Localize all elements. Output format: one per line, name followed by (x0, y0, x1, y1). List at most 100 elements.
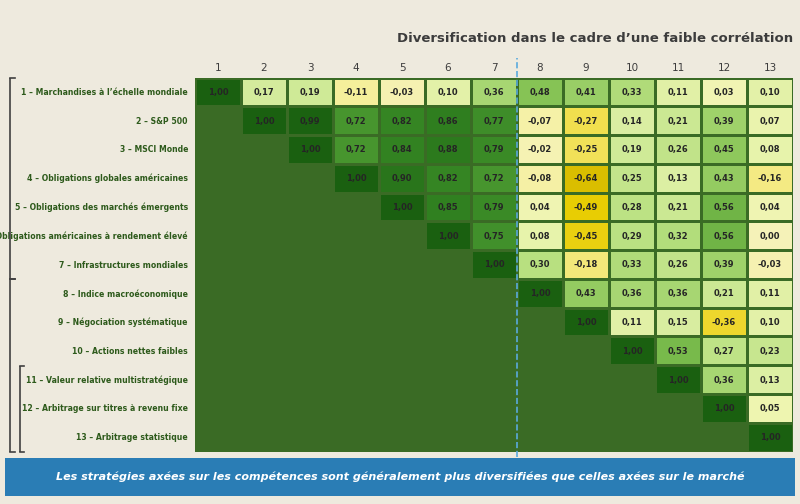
Text: 0,39: 0,39 (714, 261, 734, 270)
Bar (749, 195, 791, 220)
Bar (749, 80, 791, 105)
Text: 4 – Obligations globales américaines: 4 – Obligations globales américaines (27, 174, 188, 183)
Bar (381, 137, 423, 163)
Text: 11 – Valeur relative multistratégique: 11 – Valeur relative multistratégique (26, 375, 188, 385)
Text: 0,15: 0,15 (668, 318, 688, 327)
Bar (195, 78, 793, 452)
Bar (473, 80, 515, 105)
Text: -0,07: -0,07 (528, 116, 552, 125)
Text: 1,00: 1,00 (438, 232, 458, 241)
Text: 11: 11 (671, 63, 685, 73)
Text: 1,00: 1,00 (254, 116, 274, 125)
Bar (610, 309, 654, 336)
Text: 0,23: 0,23 (760, 347, 780, 356)
Text: 0,11: 0,11 (760, 289, 780, 298)
Text: 0,41: 0,41 (576, 88, 596, 97)
Text: 1 – Marchandises à l’échelle mondiale: 1 – Marchandises à l’échelle mondiale (22, 88, 188, 97)
Text: 4: 4 (353, 63, 359, 73)
Text: 0,25: 0,25 (622, 174, 642, 183)
Text: -0,36: -0,36 (712, 318, 736, 327)
Bar (473, 137, 515, 163)
Bar (565, 195, 607, 220)
Bar (565, 223, 607, 249)
Text: 0,36: 0,36 (668, 289, 688, 298)
Text: -0,18: -0,18 (574, 261, 598, 270)
Bar (749, 309, 791, 336)
Text: 0,07: 0,07 (760, 116, 780, 125)
Text: 0,39: 0,39 (714, 116, 734, 125)
Text: 0,33: 0,33 (622, 88, 642, 97)
Bar (518, 195, 562, 220)
Text: 0,21: 0,21 (714, 289, 734, 298)
Bar (565, 137, 607, 163)
Bar (426, 223, 470, 249)
Text: 0,82: 0,82 (438, 174, 458, 183)
Text: 0,72: 0,72 (484, 174, 504, 183)
Text: 0,08: 0,08 (530, 232, 550, 241)
Text: -0,03: -0,03 (390, 88, 414, 97)
Text: 0,85: 0,85 (438, 203, 458, 212)
Text: 0,04: 0,04 (760, 203, 780, 212)
Bar (749, 252, 791, 278)
Text: 5 – Obligations des marchés émergents: 5 – Obligations des marchés émergents (14, 203, 188, 212)
Text: 1,00: 1,00 (530, 289, 550, 298)
Text: 0,11: 0,11 (668, 88, 688, 97)
Text: 0,32: 0,32 (668, 232, 688, 241)
Bar (197, 80, 239, 105)
Text: 3 – MSCI Monde: 3 – MSCI Monde (119, 146, 188, 154)
Text: 1,00: 1,00 (576, 318, 596, 327)
Bar (381, 195, 423, 220)
Text: 0,45: 0,45 (714, 146, 734, 154)
Bar (334, 137, 378, 163)
Text: 0,88: 0,88 (438, 146, 458, 154)
Text: -0,03: -0,03 (758, 261, 782, 270)
Bar (702, 252, 746, 278)
Text: 1,00: 1,00 (392, 203, 412, 212)
Text: 0,75: 0,75 (484, 232, 504, 241)
Bar (657, 338, 699, 364)
Bar (610, 252, 654, 278)
Text: -0,08: -0,08 (528, 174, 552, 183)
Bar (518, 223, 562, 249)
Bar (381, 166, 423, 192)
Text: -0,16: -0,16 (758, 174, 782, 183)
Text: 0,36: 0,36 (622, 289, 642, 298)
Bar (749, 338, 791, 364)
Bar (334, 80, 378, 105)
Bar (565, 281, 607, 306)
Text: 2 – S&P 500: 2 – S&P 500 (137, 116, 188, 125)
Text: 0,79: 0,79 (484, 203, 504, 212)
Text: 0,29: 0,29 (622, 232, 642, 241)
Text: 0,99: 0,99 (300, 116, 320, 125)
Text: 1,00: 1,00 (346, 174, 366, 183)
Bar (610, 223, 654, 249)
Text: 0,27: 0,27 (714, 347, 734, 356)
Bar (610, 195, 654, 220)
Bar (610, 338, 654, 364)
Bar (610, 281, 654, 306)
Bar (518, 108, 562, 134)
Text: 0,19: 0,19 (622, 146, 642, 154)
Text: 0,00: 0,00 (760, 232, 780, 241)
Text: 0,04: 0,04 (530, 203, 550, 212)
Bar (657, 309, 699, 336)
Text: 0,19: 0,19 (300, 88, 320, 97)
Bar (749, 281, 791, 306)
Text: 9 – Négociation systématique: 9 – Négociation systématique (58, 318, 188, 327)
Bar (426, 80, 470, 105)
Text: 5: 5 (398, 63, 406, 73)
Text: 1,00: 1,00 (300, 146, 320, 154)
Text: 3: 3 (306, 63, 314, 73)
Text: 0,79: 0,79 (484, 146, 504, 154)
Text: 0,13: 0,13 (668, 174, 688, 183)
Bar (518, 137, 562, 163)
Text: 0,08: 0,08 (760, 146, 780, 154)
Text: 0,84: 0,84 (392, 146, 412, 154)
Bar (702, 195, 746, 220)
Bar (702, 108, 746, 134)
Text: 0,90: 0,90 (392, 174, 412, 183)
Bar (565, 252, 607, 278)
Text: 0,28: 0,28 (622, 203, 642, 212)
Bar (473, 252, 515, 278)
Text: 13: 13 (763, 63, 777, 73)
